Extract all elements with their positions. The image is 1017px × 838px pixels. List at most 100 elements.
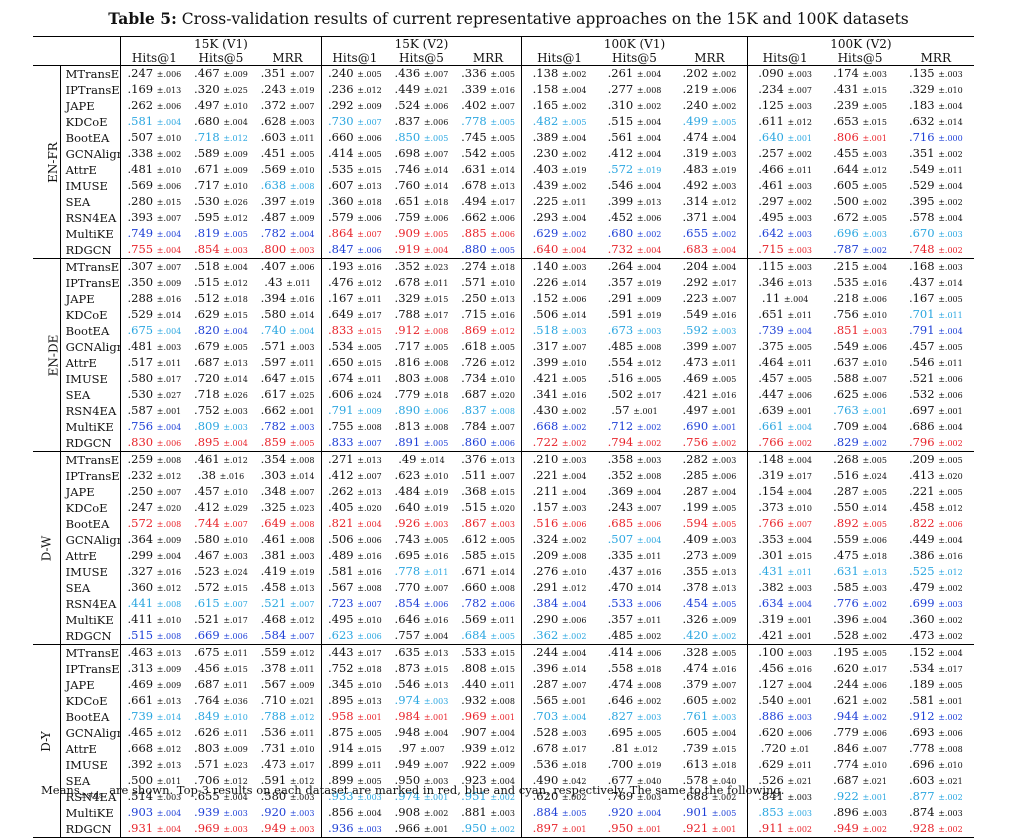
value-cell: .621 ±.002 (822, 693, 897, 709)
mean-value: .594 (682, 516, 709, 530)
mean-value: .635 (394, 645, 421, 659)
mean-value: .687 (461, 387, 487, 401)
dataset-header: 15K (V2) (320, 36, 522, 51)
value-cell: .368 ±.015 (455, 484, 522, 500)
std-value: ±.004 (156, 327, 182, 336)
mean-value: .348 (260, 484, 287, 498)
value-cell: .221 ±.004 (521, 468, 597, 484)
table-row: KDCoE .247 ±.020.412 ±.029.325 ±.023.405 … (33, 500, 974, 516)
value-cell: .515 ±.004 (597, 114, 672, 130)
value-cell: .897 ±.001 (521, 821, 597, 838)
std-value: ±.004 (711, 214, 737, 223)
mean-value: .584 (260, 628, 287, 642)
value-cell: .730 ±.007 (320, 114, 389, 130)
mean-value: .492 (682, 178, 709, 192)
value-cell: .358 ±.003 (596, 451, 673, 468)
std-value: ±.006 (862, 343, 887, 352)
value-cell: .668 ±.002 (521, 419, 597, 435)
mean-value: .653 (833, 114, 859, 128)
mean-value: .673 (607, 323, 634, 337)
value-cell: .357 ±.011 (597, 612, 672, 628)
mean-value: .620 (758, 725, 784, 739)
dataset-header-row: 15K (V1) 15K (V2) 100K (V1) 100K (V2) (33, 36, 974, 66)
mean-value: .618 (461, 339, 487, 353)
mean-value: .723 (327, 596, 354, 610)
value-cell: .578 ±.040 (672, 773, 747, 789)
mean-value: .353 (758, 532, 784, 546)
value-cell: .494 ±.017 (455, 194, 522, 210)
std-value: ±.001 (156, 407, 182, 416)
std-value: ±.004 (711, 263, 737, 272)
value-cell: .405 ±.020 (320, 500, 389, 516)
std-value: ±.008 (561, 552, 587, 561)
mean-value: .674 (327, 371, 354, 385)
mean-value: .447 (758, 387, 784, 401)
mean-value: .912 (908, 709, 935, 723)
std-value: ±.013 (711, 584, 737, 593)
mean-value: .603 (908, 773, 935, 787)
mean-value: .485 (607, 339, 634, 353)
value-cell: .464 ±.011 (746, 355, 823, 371)
value-cell: .327 ±.016 (120, 564, 188, 580)
std-value: ±.009 (156, 536, 182, 545)
mean-value: .378 (260, 661, 287, 675)
mean-value: .581 (327, 564, 354, 578)
value-cell: .755 ±.004 (120, 242, 188, 259)
std-value: ±.011 (787, 761, 813, 770)
std-value: ±.004 (289, 327, 315, 336)
value-cell: .651 ±.018 (388, 194, 455, 210)
std-value: ±.003 (223, 809, 248, 818)
value-cell: .240 ±.005 (320, 65, 389, 82)
mean-value: .830 (127, 435, 154, 449)
std-value: ±.012 (289, 616, 315, 625)
std-value: ±.006 (490, 600, 515, 609)
std-value: ±.002 (787, 825, 813, 834)
value-cell: .605 ±.005 (822, 178, 897, 194)
value-cell: .526 ±.021 (746, 773, 823, 789)
mean-value: .473 (908, 628, 935, 642)
std-value: ±.002 (787, 198, 813, 207)
mean-value: .926 (394, 516, 421, 530)
std-value: ±.009 (711, 616, 737, 625)
mean-value: .895 (327, 693, 354, 707)
method-name: MultiKE (59, 612, 121, 628)
value-cell: .310 ±.002 (597, 98, 672, 114)
mean-value: .364 (127, 532, 154, 546)
std-value: ±.011 (636, 616, 662, 625)
value-cell: .911 ±.002 (746, 821, 823, 838)
mean-value: .833 (327, 323, 354, 337)
value-cell: .529 ±.004 (898, 178, 974, 194)
method-name: RSN4EA (59, 403, 121, 419)
mean-value: .623 (394, 468, 421, 482)
std-value: ±.006 (357, 536, 382, 545)
std-value: ±.004 (561, 214, 587, 223)
std-value: ±.012 (223, 456, 248, 465)
value-cell: .420 ±.002 (672, 628, 747, 645)
mean-value: .464 (758, 355, 784, 369)
std-value: ±.006 (787, 391, 813, 400)
value-cell: .661 ±.004 (746, 419, 823, 435)
std-value: ±.011 (787, 311, 813, 320)
value-cell: .559 ±.006 (822, 532, 897, 548)
std-value: ±.006 (490, 214, 515, 223)
std-value: ±.018 (357, 198, 382, 207)
mean-value: .218 (833, 291, 859, 305)
value-cell: .631 ±.014 (455, 162, 522, 178)
mean-value: .749 (127, 226, 154, 240)
mean-value: .467 (194, 66, 220, 80)
mean-value: .516 (607, 371, 634, 385)
value-cell: .485 ±.002 (597, 628, 672, 645)
std-value: ±.018 (223, 295, 248, 304)
value-cell: .896 ±.003 (822, 805, 897, 821)
value-cell: .932 ±.008 (455, 693, 522, 709)
std-value: ±.005 (423, 439, 449, 448)
value-cell: .115 ±.003 (746, 258, 823, 275)
mean-value: .534 (327, 339, 354, 353)
mean-value: .439 (532, 178, 559, 192)
value-cell: .859 ±.005 (254, 435, 321, 452)
mean-value: .803 (394, 371, 421, 385)
value-cell: .782 ±.004 (254, 226, 321, 242)
value-cell: .625 ±.006 (822, 387, 897, 403)
mean-value: .287 (833, 484, 859, 498)
value-cell: .167 ±.005 (898, 291, 974, 307)
